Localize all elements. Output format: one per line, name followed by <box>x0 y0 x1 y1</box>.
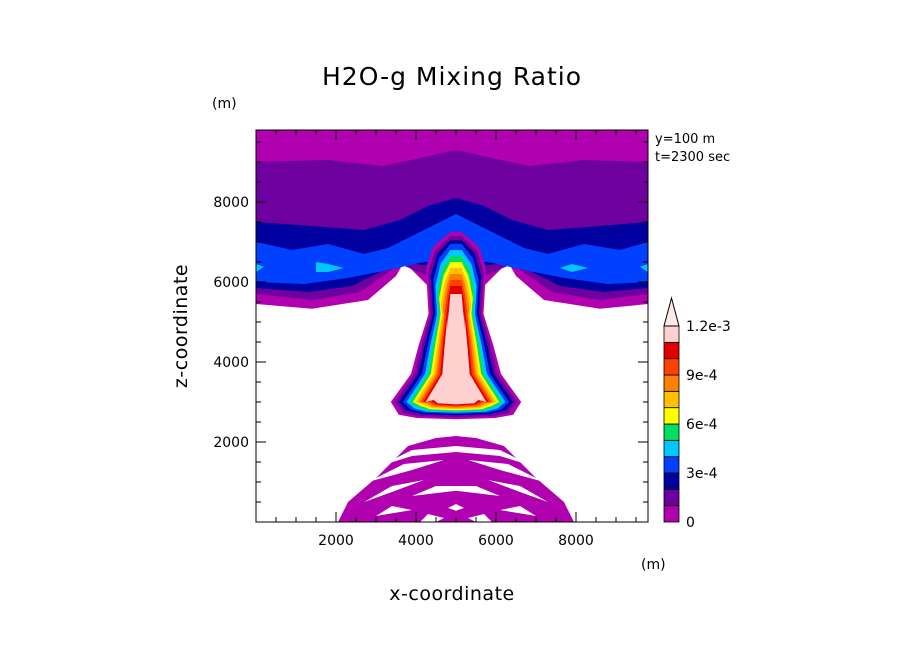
colorbar-swatch <box>663 325 680 343</box>
annotation-y-location: y=100 m <box>655 132 715 147</box>
x-tick-label: 4000 <box>398 533 434 549</box>
y-axis-title: z-coordinate <box>170 264 192 388</box>
y-tick-label: 8000 <box>213 195 249 211</box>
contour-lower-gap <box>412 486 500 496</box>
colorbar-extend-arrow <box>663 296 680 327</box>
colorbar-swatch <box>663 407 680 425</box>
contour-field <box>256 130 648 522</box>
colorbar-swatch <box>663 358 680 376</box>
contour-lower-gap <box>488 480 548 502</box>
contour-lower-gap <box>468 460 544 482</box>
colorbar-swatch <box>663 472 680 490</box>
plot-frame <box>255 129 649 523</box>
y-tick-label: 4000 <box>213 355 249 371</box>
colorbar-tick-label: 3e-4 <box>686 466 718 482</box>
contour-lower-gap <box>368 460 444 482</box>
annotation-time: t=2300 sec <box>655 150 730 165</box>
y-tick-label: 2000 <box>213 435 249 451</box>
x-tick-labels: 2000 4000 6000 8000 <box>318 533 594 549</box>
colorbar-tick-label: 9e-4 <box>686 368 718 384</box>
colorbar-swatch <box>663 423 680 441</box>
y-tick-labels: 2000 4000 6000 8000 <box>213 195 249 451</box>
x-tick-label: 6000 <box>478 533 514 549</box>
contour-plume-level <box>425 294 487 405</box>
colorbar-tick-label: 1.2e-3 <box>686 319 731 335</box>
colorbar-swatch <box>663 341 680 360</box>
x-unit-label: (m) <box>641 557 666 573</box>
contour-cyan-left <box>316 262 344 272</box>
colorbar-swatch <box>663 439 680 458</box>
contour-lower-gap <box>468 514 492 522</box>
y-tick-label: 6000 <box>213 275 249 291</box>
contour-lower-gap <box>448 504 464 511</box>
colorbar-tick-label: 0 <box>686 515 695 531</box>
colorbar-swatch <box>663 390 680 409</box>
plot-area <box>255 129 649 523</box>
contour-lower-gap <box>380 446 532 466</box>
colorbar-swatch <box>663 488 680 507</box>
contour-cyan-edge-right <box>640 264 648 272</box>
contour-cyan-edge-left <box>256 264 264 272</box>
axis-ticks <box>256 130 648 522</box>
contour-lower-gap <box>420 514 444 522</box>
x-axis-title: x-coordinate <box>389 583 514 605</box>
colorbar-swatch <box>663 374 680 392</box>
chart-title: H2O-g Mixing Ratio <box>322 62 582 91</box>
colorbar-swatch <box>663 505 680 523</box>
y-unit-label: (m) <box>212 96 237 112</box>
colorbar: 0 3e-4 6e-4 9e-4 1.2e-3 <box>663 296 731 531</box>
contour-cyan-right <box>560 264 588 272</box>
colorbar-tick-label: 6e-4 <box>686 417 718 433</box>
x-tick-label: 2000 <box>318 533 354 549</box>
contour-lower-gap <box>500 506 536 516</box>
x-tick-label: 8000 <box>558 533 594 549</box>
contour-lower-gap <box>364 480 424 502</box>
colorbar-swatch <box>663 456 680 474</box>
contour-lower-gap <box>376 506 412 516</box>
